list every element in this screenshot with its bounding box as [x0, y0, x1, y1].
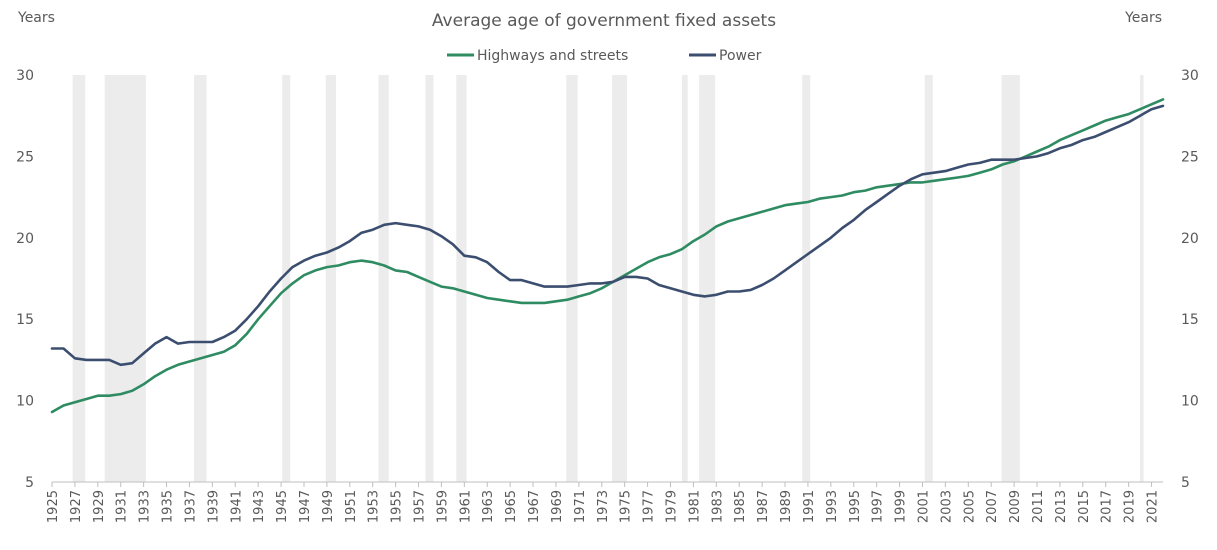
recession-band: [194, 75, 207, 482]
x-tick-label: 1927: [69, 490, 84, 523]
y-tick-label-left: 30: [16, 68, 34, 84]
x-tick-label: 1961: [458, 490, 473, 523]
recession-band: [924, 75, 933, 482]
y-tick-label-right: 30: [1181, 68, 1199, 84]
x-tick-label: 1949: [321, 490, 336, 523]
x-tick-label: 1945: [275, 490, 290, 523]
x-tick-label: 2005: [962, 490, 977, 523]
x-tick-label: 1991: [802, 490, 817, 523]
x-tick-label: 2011: [1031, 490, 1046, 523]
x-tick-label: 2007: [985, 490, 1000, 523]
y-tick-label-left: 20: [16, 231, 34, 247]
series-points-power: [51, 105, 1164, 366]
legend-item-highways[interactable]: Highways and streets: [447, 48, 628, 64]
recession-band: [802, 75, 811, 482]
x-tick-label: 1993: [825, 490, 840, 523]
x-tick-label: 1997: [871, 490, 886, 523]
y-axis-left-label: Years: [17, 10, 55, 26]
x-tick-label: 2019: [1123, 490, 1138, 523]
y-tick-label-right: 15: [1181, 312, 1199, 328]
series-points-highways-and-streets: [51, 98, 1164, 413]
x-tick-label: 1971: [573, 490, 588, 523]
y-tick-label-left: 25: [16, 149, 34, 165]
x-tick-label: 1977: [642, 490, 657, 523]
y-tick-label-left: 5: [25, 475, 34, 491]
x-tick-label: 1925: [46, 490, 61, 523]
axes: 5 5 10 10 15 15 20 20 25 25 30 30 1925 1927 1929 1931 19…: [16, 68, 1199, 523]
legend: Highways and streets Power: [447, 48, 762, 64]
x-tick-label: 1953: [367, 490, 382, 523]
x-tick-label: 1965: [504, 490, 519, 523]
recession-band: [1140, 75, 1144, 482]
recession-band: [1001, 75, 1020, 482]
x-tick-label: 1999: [894, 490, 909, 523]
recession-band: [456, 75, 467, 482]
x-tick-label: 2009: [1008, 490, 1023, 523]
recession-band: [566, 75, 578, 482]
series-line-power: [50, 104, 1165, 367]
x-tick-label: 1985: [733, 490, 748, 523]
x-tick-label: 1963: [481, 490, 496, 523]
recession-band: [378, 75, 389, 482]
x-tick-label: 1951: [344, 490, 359, 523]
y-tick-label-right: 25: [1181, 149, 1199, 165]
y-axis-right-label: Years: [1124, 10, 1162, 26]
x-tick-label: 2021: [1146, 490, 1161, 523]
recession-band: [699, 75, 716, 482]
x-tick-label: 2015: [1077, 490, 1092, 523]
x-tick-label: 1937: [183, 490, 198, 523]
x-tick-label: 1983: [710, 490, 725, 523]
series-line-highways-and-streets: [50, 98, 1165, 414]
x-tick-label: 1967: [527, 490, 542, 523]
x-tick-label: 1981: [687, 490, 702, 523]
x-tick-label: 2003: [939, 490, 954, 523]
x-tick-label: 1939: [206, 490, 221, 523]
legend-label-highways: Highways and streets: [477, 48, 628, 64]
recession-band: [325, 75, 337, 482]
x-tick-label: 1973: [596, 490, 611, 523]
legend-label-power: Power: [719, 48, 762, 64]
x-tick-label: 1935: [161, 490, 176, 523]
x-tick-label: 2017: [1100, 490, 1115, 523]
series-lines: [50, 98, 1165, 414]
x-tick-label: 1987: [756, 490, 771, 523]
x-tick-label: 1943: [252, 490, 267, 523]
recession-band: [425, 75, 434, 482]
x-tick-label: 1957: [413, 490, 428, 523]
y-tick-label-left: 10: [16, 394, 34, 410]
x-tick-label: 1969: [550, 490, 565, 523]
recession-band: [72, 75, 86, 482]
x-tick-label: 1933: [138, 490, 153, 523]
x-tick-label: 1979: [664, 490, 679, 523]
recession-band: [282, 75, 291, 482]
recession-band: [681, 75, 688, 482]
x-tick-label: 1995: [848, 490, 863, 523]
x-tick-label: 1989: [779, 490, 794, 523]
x-tick-label: 1941: [229, 490, 244, 523]
x-tick-label: 1975: [619, 490, 634, 523]
legend-item-power[interactable]: Power: [689, 48, 762, 64]
x-tick-label: 1929: [92, 490, 107, 523]
x-tick-label: 1947: [298, 490, 313, 523]
x-tick-label: 1955: [390, 490, 405, 523]
chart-title: Average age of government fixed assets: [432, 11, 776, 31]
x-tick-label: 1959: [435, 490, 450, 523]
recession-band: [104, 75, 146, 482]
y-tick-label-right: 5: [1181, 475, 1190, 491]
x-tick-label: 2001: [916, 490, 931, 523]
x-tick-label: 2013: [1054, 490, 1069, 523]
y-tick-label-right: 20: [1181, 231, 1199, 247]
recession-bands: [72, 75, 1144, 482]
y-tick-label-left: 15: [16, 312, 34, 328]
x-tick-label: 1931: [115, 490, 130, 523]
y-tick-label-right: 10: [1181, 394, 1199, 410]
